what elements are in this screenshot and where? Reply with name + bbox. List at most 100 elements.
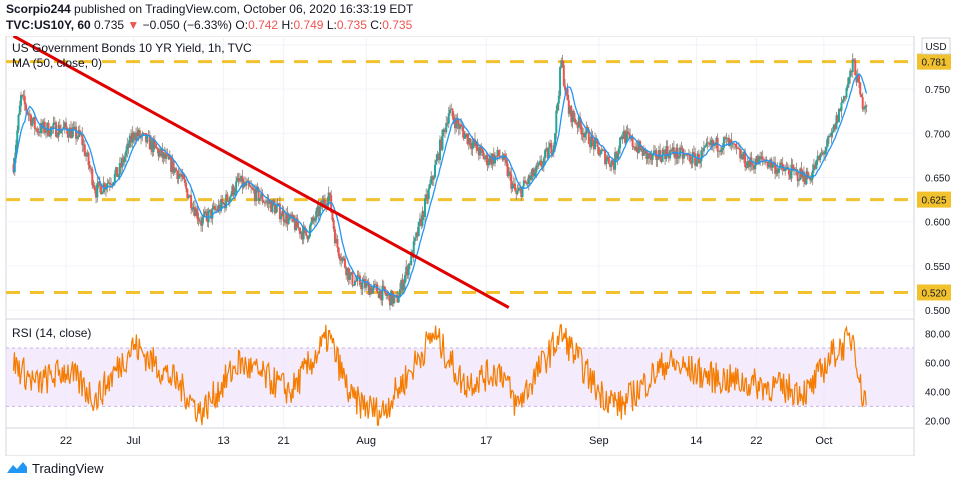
candle-body [520,187,523,197]
candle-body [456,117,459,124]
candle-body [796,170,799,181]
candle-body [95,190,98,198]
candle-body [636,146,639,153]
candle-body [37,131,40,133]
candle-body [15,144,18,158]
candle-body [589,143,592,148]
candle-body [694,153,697,166]
candle-body [822,152,825,155]
candle-body [682,154,685,159]
candle-body [382,285,385,287]
candle-body [715,137,718,146]
candle-body [130,135,133,143]
candle-body [301,231,304,240]
candle-body [776,168,779,173]
candle-body [448,109,451,114]
symbol-label[interactable]: TVC:US10Y, 60 [6,18,91,32]
candle-body [63,122,66,127]
candle-body [172,160,175,173]
candle-body [165,154,168,159]
candle-body [816,155,819,160]
candle-body [420,218,423,226]
candle-body [819,154,822,161]
candle-body [779,162,782,169]
author-name[interactable]: Scorpio244 [6,2,71,16]
candle-body [847,77,850,85]
candle-body [48,135,51,137]
candle-body [187,197,190,199]
candle-body [183,179,186,183]
currency-box[interactable] [921,37,951,55]
candle-body [380,290,383,301]
candle-body [591,135,594,141]
candle-body [132,132,135,138]
candle-body [510,174,513,189]
candle-body [150,139,153,150]
candle-body [343,258,346,268]
candle-body [832,124,835,131]
candle-body [342,257,345,259]
candle-body [71,129,74,139]
candle-body [769,159,772,165]
candle-body [501,157,504,160]
candle-body [333,229,336,244]
candle-body [90,168,93,170]
candle-body [87,152,90,166]
candle-body [57,125,60,137]
candle-body [96,183,99,198]
candle-body [807,177,810,179]
candle-body [487,162,490,166]
candle-body [855,75,858,83]
candle-body [182,173,185,180]
candle-body [351,272,354,286]
candle-body [754,164,757,170]
candle-body [72,127,75,130]
candle-body [241,175,244,188]
candle-body [559,67,562,96]
candle-body [775,168,778,174]
candle-body [650,153,653,160]
candle-body [426,194,429,200]
candle-body [865,105,868,107]
candle-body [107,182,110,184]
candle-body [497,149,500,157]
candle-body [789,174,792,179]
last-price: 0.735 [94,18,125,32]
candle-body [815,159,818,169]
candle-body [737,148,740,150]
candle-body [632,146,635,148]
candle-body [790,164,793,179]
candle-body [734,143,737,145]
candle-body [312,217,315,221]
candle-body [262,201,265,203]
candle-body [562,65,565,86]
time-tick-label: Sep [589,435,609,447]
candle-body [186,188,189,199]
candle-body [21,94,24,96]
candle-body [430,176,433,184]
candle-body [421,211,424,226]
candlestick-series [12,53,868,311]
downtrend-line[interactable] [12,36,510,309]
candle-body [191,208,194,211]
rsi-axis[interactable]: 80.00 60.00 40.00 20.00 [925,330,950,428]
candle-body [440,139,443,150]
candle-body [740,154,743,159]
candle-body [534,172,537,177]
candle-body [484,158,487,160]
candle-body [336,239,339,248]
candle-body [66,127,69,135]
tradingview-footer[interactable]: TradingView [6,458,104,478]
candle-body [486,155,489,166]
time-axis[interactable]: 22 Jul 13 21 Aug 17 Sep 14 22 Oct [60,435,833,447]
candle-body [331,212,334,221]
candle-body [70,127,73,139]
candle-body [166,154,169,156]
candle-body [652,150,655,155]
candle-body [784,168,787,172]
candle-body [471,142,474,150]
candle-body [770,159,773,168]
candle-body [218,204,221,211]
